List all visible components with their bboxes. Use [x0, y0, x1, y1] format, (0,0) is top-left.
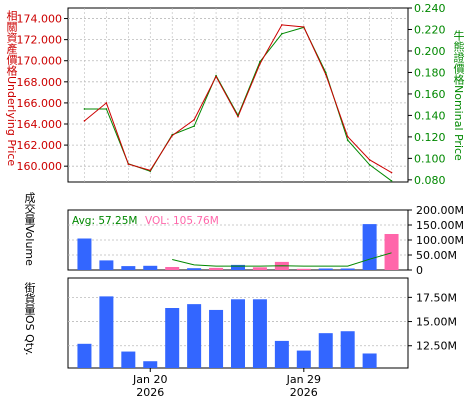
average-volume-line — [172, 252, 392, 267]
os-qty-bar — [143, 361, 158, 368]
left-tick-label: 164.000 — [17, 118, 63, 131]
x-tick-label-day: Jan 20 — [132, 373, 167, 386]
os-qty-bar — [362, 353, 377, 368]
right-tick-label: 0.100 — [414, 152, 446, 165]
volume-bar — [209, 267, 224, 270]
left-tick-label: 160.000 — [17, 160, 63, 173]
right-tick-label: 0.120 — [414, 131, 446, 144]
volume-bar — [165, 267, 180, 270]
os-qty-bar — [187, 304, 202, 368]
avg-volume-label: Avg: 57.25M — [72, 215, 137, 227]
underlying-price-point — [149, 169, 152, 172]
right-tick-label: 0.140 — [414, 109, 446, 122]
os-qty-bar — [296, 350, 311, 368]
underlying-price-point — [303, 26, 305, 28]
os-qty-tick-label: 12.50M — [416, 340, 457, 353]
volume-tick-label: 200.00M — [416, 204, 464, 217]
os-qty-bar — [340, 331, 355, 368]
volume-tick-label: 100.00M — [416, 234, 464, 247]
os-qty-bar — [165, 308, 180, 368]
price-panel: 160.000 162.000 164.000 166.000 168.000 170.0… — [17, 2, 446, 187]
right-tick-label: 0.080 — [414, 174, 446, 187]
os-qty-bar — [77, 343, 92, 368]
left-tick-label: 166.000 — [17, 97, 63, 110]
left-axis-title-os-qty: 街貨量OS Qty. — [23, 282, 36, 356]
volume-bar — [121, 266, 136, 270]
nominal-price-point — [193, 125, 195, 127]
nominal-price-point — [281, 32, 283, 35]
x-tick-label-year: 2026 — [136, 386, 164, 399]
left-axis-title-volume: 成交量Volume — [23, 192, 36, 266]
os-qty-bar — [274, 340, 289, 368]
volume-tick-label: 150.00M — [416, 219, 464, 232]
underlying-price-point — [193, 118, 195, 121]
right-axis-title-nominal: 牛熊證價格Nominal Price — [452, 30, 465, 161]
os-qty-tick-label: 17.50M — [416, 291, 457, 304]
underlying-price-point — [237, 115, 239, 118]
volume-bar — [231, 264, 245, 270]
underlying-price-point — [346, 135, 349, 138]
nominal-price-point — [368, 164, 371, 166]
right-tick-label: 0.240 — [414, 2, 446, 15]
x-tick-label-year: 2026 — [290, 386, 318, 399]
underlying-price-point — [83, 120, 86, 122]
left-tick-label: 170.000 — [17, 55, 63, 68]
os-qty-bar — [121, 351, 136, 368]
right-tick-label: 0.200 — [414, 45, 446, 58]
underlying-price-point — [171, 134, 173, 137]
volume-bar — [99, 260, 114, 270]
left-tick-label: 172.000 — [17, 34, 63, 47]
underlying-price-point — [324, 73, 327, 76]
price-panel-frame — [67, 7, 409, 183]
left-tick-label: 174.000 — [17, 13, 63, 26]
underlying-price-point — [368, 159, 371, 161]
volume-bar — [384, 234, 399, 270]
os-qty-bar — [99, 296, 114, 368]
right-tick-label: 0.220 — [414, 23, 446, 36]
volume-bar — [318, 268, 333, 270]
nominal-price-point — [237, 114, 239, 117]
volume-bar — [362, 224, 377, 270]
os-qty-bar — [209, 309, 224, 368]
volume-tick-label: 0 — [416, 264, 423, 277]
nominal-price-point — [346, 139, 349, 141]
volume-bar — [296, 268, 311, 270]
right-tick-label: 0.180 — [414, 66, 446, 79]
volume-bar — [187, 268, 202, 270]
left-tick-label: 168.000 — [17, 76, 63, 89]
underlying-price-point — [127, 163, 130, 165]
volume-bar — [340, 268, 355, 270]
underlying-price-point — [215, 75, 217, 78]
volume-bar — [143, 265, 158, 270]
nominal-price-point — [105, 108, 108, 110]
underlying-price-point — [281, 24, 283, 26]
nominal-price-point — [259, 60, 261, 63]
left-axis-title-price: 相關資產價格Underlying Price — [5, 10, 18, 167]
underlying-price-point — [105, 102, 108, 104]
right-tick-label: 0.160 — [414, 88, 446, 101]
volume-tick-label: 50.00M — [416, 249, 457, 262]
nominal-price-point — [83, 108, 86, 110]
underlying-price-point — [259, 63, 261, 65]
left-tick-label: 162.000 — [17, 139, 63, 152]
underlying-price-point — [390, 171, 393, 174]
os-qty-tick-label: 15.00M — [416, 316, 457, 329]
nominal-price-point — [324, 71, 327, 74]
volume-bar — [77, 238, 92, 270]
x-tick-label-day: Jan 29 — [286, 373, 321, 386]
os-qty-bar — [231, 299, 245, 368]
volume-panel: 0 50.00M 100.00M 150.00M 200.00M — [67, 204, 464, 277]
current-volume-label: VOL: 105.76M — [145, 215, 219, 227]
underlying-price-line — [84, 24, 392, 173]
os-qty-bar — [318, 333, 333, 368]
volume-bar — [252, 267, 267, 270]
os-qty-bar — [252, 299, 267, 368]
os-qty-panel: 12.50M 15.00M 17.50M — [67, 277, 457, 369]
nominal-price-point — [390, 180, 393, 182]
